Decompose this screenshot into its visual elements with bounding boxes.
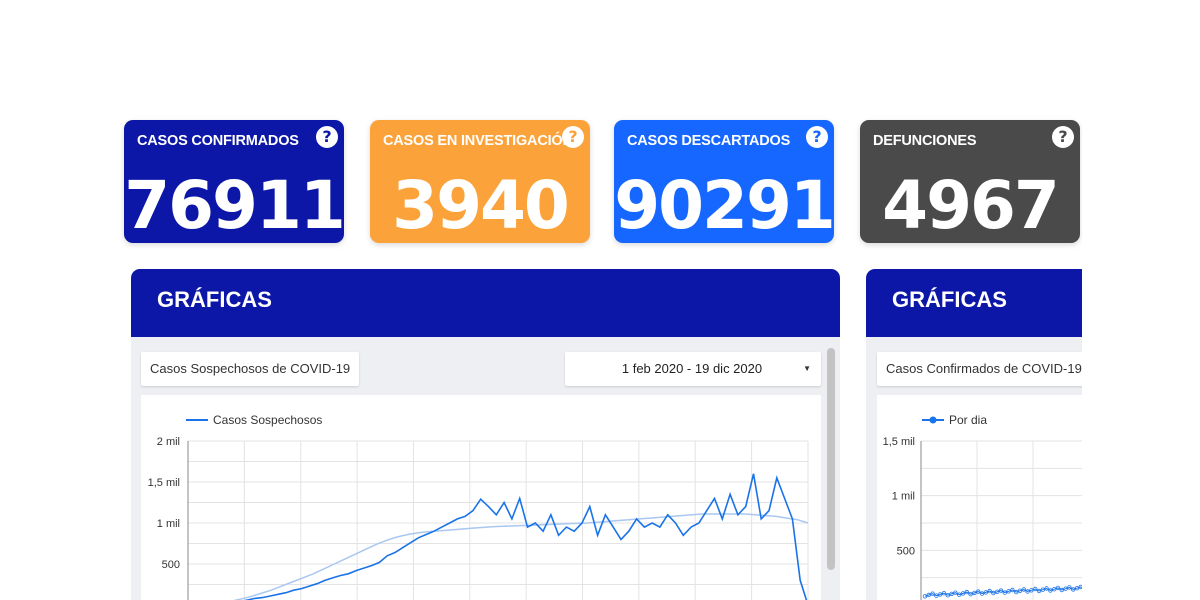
chart-title-chip: Casos Confirmados de COVID-19 [877, 352, 1082, 386]
data-point [1063, 586, 1068, 591]
legend-label: Casos Sospechosos [213, 413, 322, 427]
data-point [1036, 588, 1042, 594]
suspected-cases-chart: 2 mil 1,5 mil 1 mil 500 Casos Sospechosos [148, 413, 809, 600]
data-point [987, 588, 992, 594]
series-line [233, 513, 809, 600]
series-line [924, 586, 1082, 597]
chart-title-chip: Casos Sospechosos de COVID-19 [141, 352, 360, 386]
data-point [1070, 587, 1076, 592]
y-tick-label: 500 [162, 559, 180, 571]
chart-container: 1,5 mil 1 mil 500 Por dia [877, 395, 1082, 600]
caret-down-icon: ▼ [803, 364, 811, 373]
data-point [938, 592, 943, 597]
data-point [1010, 587, 1015, 593]
panel-title: GRÁFICAS [157, 287, 272, 312]
confirmed-cases-chart: 1,5 mil 1 mil 500 Por dia [883, 413, 1082, 600]
card-casos-descartados: CASOS DESCARTADOS ? 90291 [614, 120, 836, 244]
data-point [1044, 586, 1049, 591]
data-point [1048, 588, 1053, 593]
data-point [1032, 586, 1038, 592]
card-title: CASOS DESCARTADOS [627, 133, 791, 149]
date-range-select[interactable]: 1 feb 2020 - 19 dic 2020 ▼ [565, 352, 821, 386]
data-point [1021, 587, 1026, 592]
y-tick-label: 1 mil [157, 518, 180, 530]
card-casos-en-investigacion: CASOS EN INVESTIGACIÓN ? 3940 [370, 120, 590, 244]
data-point [1013, 589, 1019, 595]
data-point [983, 590, 988, 595]
data-point [930, 591, 935, 596]
data-point [1029, 588, 1034, 593]
data-point [1051, 586, 1057, 592]
help-icon[interactable]: ? [1052, 126, 1074, 148]
data-point [1078, 584, 1082, 590]
data-point [922, 594, 928, 599]
card-defunciones: DEFUNCIONES ? 4967 [860, 120, 1080, 244]
card-value: 90291 [614, 167, 836, 244]
data-point [975, 589, 981, 594]
scrollbar-thumb[interactable] [827, 348, 835, 570]
help-icon[interactable]: ? [806, 126, 828, 148]
card-title: DEFUNCIONES [873, 133, 977, 149]
data-point [1025, 589, 1030, 594]
data-point [964, 589, 969, 595]
card-title: CASOS CONFIRMADOS [137, 133, 299, 149]
panel-header: GRÁFICAS [131, 269, 840, 337]
data-point [1074, 585, 1080, 591]
data-point [998, 588, 1004, 593]
data-point [968, 591, 973, 597]
y-tick-label: 2 mil [157, 436, 180, 448]
card-title: CASOS EN INVESTIGACIÓN [383, 133, 573, 149]
card-value: 76911 [124, 167, 346, 244]
series-line [243, 473, 808, 600]
data-point [953, 590, 958, 595]
data-point [945, 592, 950, 598]
y-tick-label: 1,5 mil [883, 436, 915, 448]
data-point [972, 590, 977, 596]
y-tick-label: 1,5 mil [148, 477, 180, 489]
card-value: 3940 [392, 167, 570, 244]
data-point [956, 592, 962, 597]
legend-marker [929, 416, 937, 424]
data-point [1017, 588, 1023, 593]
panel-title: GRÁFICAS [892, 287, 1007, 312]
data-point [941, 590, 947, 596]
scrollbar[interactable] [824, 346, 838, 600]
data-point [994, 589, 1000, 594]
data-point [960, 591, 966, 596]
help-icon[interactable]: ? [562, 126, 584, 148]
date-range-label: 1 feb 2020 - 19 dic 2020 [621, 361, 763, 376]
help-icon[interactable]: ? [316, 126, 338, 148]
data-point [926, 592, 931, 598]
legend-label: Por dia [949, 413, 987, 427]
panel-header: GRÁFICAS [866, 269, 1082, 337]
data-point [1040, 587, 1045, 592]
data-point [1002, 590, 1007, 595]
chart-container: 2 mil 1,5 mil 1 mil 500 Casos Sospechosos [141, 395, 821, 600]
data-point [979, 591, 985, 596]
card-casos-confirmados: CASOS CONFIRMADOS ? 76911 [124, 120, 346, 244]
data-point [1055, 585, 1061, 591]
y-tick-label: 1 mil [892, 491, 915, 503]
data-point [949, 591, 954, 597]
data-point [991, 590, 996, 596]
data-point [1067, 585, 1072, 590]
card-value: 4967 [882, 167, 1060, 244]
data-point [1059, 587, 1064, 593]
dashboard: CASOS CONFIRMADOS ? 76911 CASOS EN INVES… [124, 120, 1082, 600]
data-point [934, 593, 939, 598]
data-point [1006, 589, 1011, 594]
y-tick-label: 500 [897, 545, 915, 557]
